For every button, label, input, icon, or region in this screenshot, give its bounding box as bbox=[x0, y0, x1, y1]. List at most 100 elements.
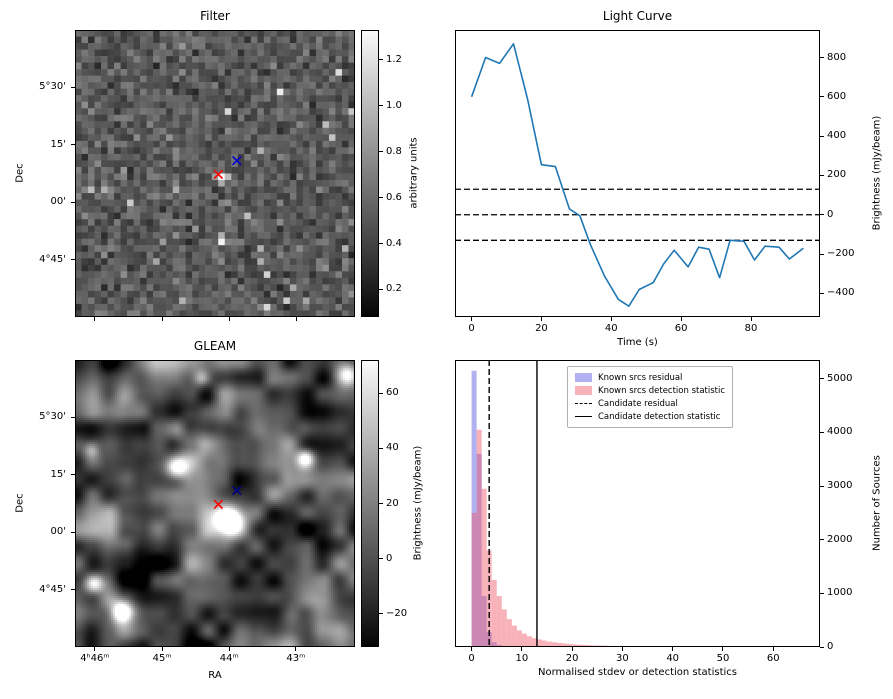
tick-mark bbox=[820, 431, 824, 433]
tick-mark bbox=[750, 317, 752, 321]
tick-mark bbox=[71, 144, 75, 146]
tick-mark bbox=[295, 647, 297, 651]
tick-mark bbox=[820, 135, 824, 137]
legend-entry-candidate-residual: Candidate residual bbox=[575, 397, 725, 410]
gleam-xlabel: RA bbox=[208, 670, 222, 681]
legend-patch-blue bbox=[575, 373, 592, 382]
tick-mark bbox=[540, 317, 542, 321]
filter-markers-overlay bbox=[213, 155, 242, 180]
colorbar-tick-label: 0.8 bbox=[386, 145, 402, 157]
tick-mark bbox=[379, 151, 383, 153]
tick-mark bbox=[379, 613, 383, 615]
x-tick-label: 40 bbox=[604, 323, 618, 334]
tick-mark bbox=[379, 558, 383, 560]
filter-panel-title: Filter bbox=[200, 9, 230, 23]
tick-mark bbox=[71, 86, 75, 88]
ra-tick-label: 44ᵐ bbox=[219, 653, 239, 664]
gleam-colorbar bbox=[361, 360, 379, 647]
ra-tick-label: 43ᵐ bbox=[286, 653, 306, 664]
filter-colorbar-label: arbitrary units bbox=[408, 137, 420, 209]
histogram-ylabel: Number of Sources bbox=[871, 455, 883, 551]
tick-mark bbox=[379, 288, 383, 290]
tick-mark bbox=[621, 647, 623, 651]
lightcurve-ylabel: Brightness (mJy/beam) bbox=[871, 115, 883, 231]
tick-mark bbox=[379, 197, 383, 199]
y-tick-label: 3000 bbox=[827, 480, 853, 492]
dec-tick-label: 4°45' bbox=[39, 253, 66, 265]
legend-dashed-line bbox=[575, 403, 592, 404]
dec-tick-label: 5°30' bbox=[39, 411, 66, 423]
legend-entry-candidate-detstat: Candidate detection statistic bbox=[575, 410, 725, 423]
tick-mark bbox=[379, 243, 383, 245]
x-tick-label: 10 bbox=[515, 653, 529, 664]
y-tick-label: 4000 bbox=[827, 426, 853, 438]
legend-label: Known srcs residual bbox=[598, 372, 683, 383]
legend-solid-line bbox=[575, 416, 592, 417]
colorbar-tick-label: 0 bbox=[386, 552, 393, 564]
colorbar-tick-label: 0.6 bbox=[386, 191, 402, 203]
colorbar-tick-label: 1.0 bbox=[386, 99, 402, 111]
y-tick-label: 2000 bbox=[827, 533, 853, 545]
tick-mark bbox=[94, 647, 96, 651]
colorbar-tick-label: −20 bbox=[386, 607, 408, 619]
legend-entry-known-residual: Known srcs residual bbox=[575, 371, 725, 384]
tick-mark bbox=[379, 392, 383, 394]
y-tick-label: 0 bbox=[827, 641, 834, 652]
y-tick-label: −200 bbox=[827, 248, 855, 260]
ra-tick-label: 4ʰ46ᵐ bbox=[80, 653, 110, 664]
tick-mark bbox=[71, 416, 75, 418]
tick-mark bbox=[772, 647, 774, 651]
tick-mark bbox=[71, 589, 75, 591]
tick-mark bbox=[820, 378, 824, 380]
legend-label: Candidate residual bbox=[598, 398, 678, 409]
tick-mark bbox=[820, 253, 824, 255]
tick-mark bbox=[161, 317, 163, 321]
tick-mark bbox=[379, 447, 383, 449]
x-tick-label: 30 bbox=[616, 653, 629, 664]
histogram-xlabel: Normalised stdev or detection statistics bbox=[538, 667, 737, 678]
tick-mark bbox=[521, 647, 523, 651]
dec-tick-label: 15' bbox=[50, 468, 66, 480]
dec-tick-label: 4°45' bbox=[39, 583, 66, 595]
tick-mark bbox=[610, 317, 612, 321]
tick-mark bbox=[295, 317, 297, 321]
dec-tick-label: 15' bbox=[50, 138, 66, 150]
x-tick-label: 20 bbox=[565, 653, 579, 664]
y-tick-label: 1000 bbox=[827, 587, 853, 599]
dec-tick-label: 5°30' bbox=[39, 81, 66, 93]
tick-mark bbox=[672, 647, 674, 651]
tick-mark bbox=[379, 59, 383, 61]
tick-mark bbox=[820, 96, 824, 98]
histogram-legend: Known srcs residual Known srcs detection… bbox=[567, 366, 734, 428]
tick-mark bbox=[820, 485, 824, 487]
filter-colorbar bbox=[361, 30, 379, 317]
x-tick-label: 20 bbox=[535, 323, 548, 334]
tick-mark bbox=[722, 647, 724, 651]
tick-mark bbox=[161, 647, 163, 651]
legend-label: Candidate detection statistic bbox=[598, 411, 721, 422]
filter-noise-image bbox=[75, 30, 355, 317]
legend-entry-known-detstat: Known srcs detection statistic bbox=[575, 384, 725, 397]
tick-mark bbox=[820, 57, 824, 59]
y-tick-label: 200 bbox=[827, 169, 847, 181]
tick-mark bbox=[820, 539, 824, 541]
tick-mark bbox=[471, 317, 473, 321]
y-tick-label: 800 bbox=[827, 51, 847, 63]
x-tick-label: 60 bbox=[766, 653, 780, 664]
y-tick-label: 0 bbox=[827, 208, 834, 220]
dec-tick-label: 00' bbox=[50, 196, 66, 208]
x-tick-label: 40 bbox=[666, 653, 680, 664]
colorbar-tick-label: 20 bbox=[386, 497, 399, 509]
tick-mark bbox=[820, 646, 824, 648]
gleam-markers-overlay bbox=[213, 485, 242, 510]
tick-mark bbox=[471, 647, 473, 651]
gleam-panel-title: GLEAM bbox=[193, 339, 237, 353]
filter-ylabel: Dec bbox=[14, 163, 26, 183]
legend-patch-pink bbox=[575, 386, 592, 395]
x-tick-label: 80 bbox=[744, 323, 758, 334]
tick-mark bbox=[71, 259, 75, 261]
ra-tick-label: 45ᵐ bbox=[152, 653, 172, 664]
tick-mark bbox=[820, 592, 824, 594]
tick-mark bbox=[228, 647, 230, 651]
tick-mark bbox=[680, 317, 682, 321]
